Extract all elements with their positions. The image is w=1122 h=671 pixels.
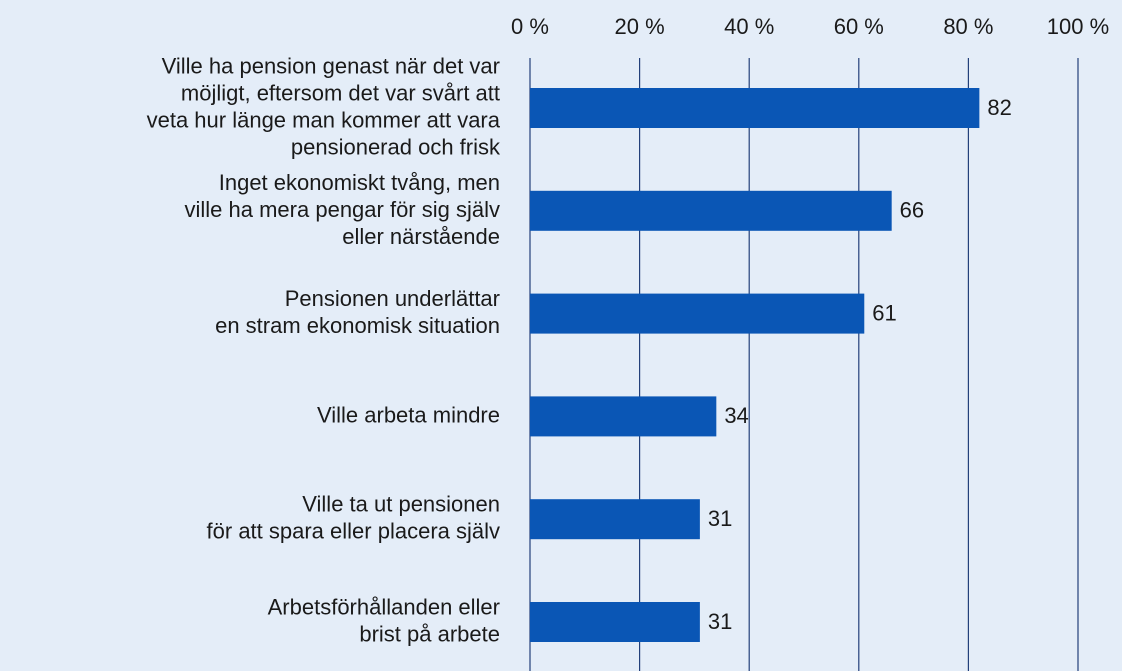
x-tick-label: 100 % bbox=[1047, 14, 1109, 39]
y-tick-label: Inget ekonomiskt tvång, men ville ha mera… bbox=[185, 170, 500, 249]
bar bbox=[530, 602, 700, 642]
y-tick-label: Ville ha pension genast när det var möjli… bbox=[147, 53, 501, 159]
y-tick-label: Ville ta ut pensionen för att spara eller… bbox=[207, 492, 500, 544]
value-label: 82 bbox=[987, 95, 1011, 120]
bar bbox=[530, 293, 865, 334]
x-tick-label: 20 % bbox=[615, 14, 665, 39]
y-tick-label: Ville arbeta mindre bbox=[317, 402, 500, 427]
value-label: 61 bbox=[872, 300, 896, 325]
value-label: 34 bbox=[724, 403, 748, 428]
y-tick-label: Arbetsförhållanden eller brist på arbete bbox=[268, 594, 500, 646]
value-label: 31 bbox=[708, 506, 732, 531]
x-tick-label: 0 % bbox=[511, 14, 549, 39]
value-label: 31 bbox=[708, 609, 732, 634]
x-tick-label: 60 % bbox=[834, 14, 884, 39]
bar bbox=[530, 396, 717, 437]
bar bbox=[530, 499, 700, 540]
bar bbox=[530, 190, 892, 231]
value-label: 66 bbox=[900, 198, 924, 223]
x-tick-label: 40 % bbox=[724, 14, 774, 39]
x-tick-label: 80 % bbox=[943, 14, 993, 39]
y-tick-label: Pensionen underlättar en stram ekonomisk … bbox=[215, 286, 500, 338]
bar bbox=[530, 88, 980, 128]
